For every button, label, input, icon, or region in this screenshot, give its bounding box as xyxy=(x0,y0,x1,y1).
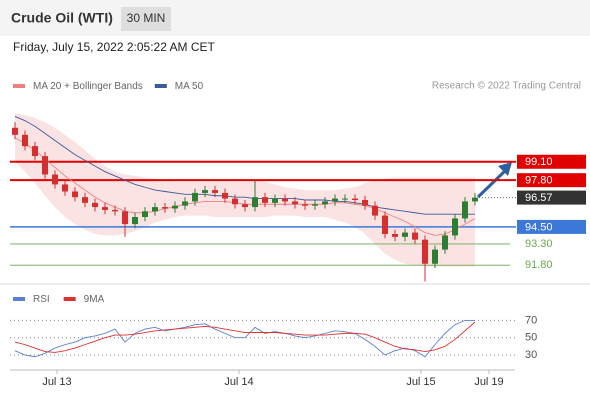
credit: Research © 2022 Trading Central xyxy=(432,81,581,92)
candle-body xyxy=(132,217,138,225)
candle-body xyxy=(402,232,408,237)
candle-body xyxy=(262,197,268,203)
level-label: 94.50 xyxy=(525,221,553,233)
forecast-arrowhead xyxy=(498,162,512,176)
candle-body xyxy=(182,201,188,206)
candle-body xyxy=(12,127,18,135)
level-label-box xyxy=(517,173,586,188)
level-label: 99.10 xyxy=(525,156,553,168)
candle-body xyxy=(342,198,348,200)
level-label: 91.80 xyxy=(525,259,553,271)
y-tick-label: 50 xyxy=(525,332,537,344)
timeframe-box xyxy=(121,7,171,31)
candle-body xyxy=(22,134,28,147)
candle-body xyxy=(272,198,278,203)
candle-body xyxy=(452,218,458,236)
legend-swatch xyxy=(154,84,167,88)
candle-body xyxy=(392,234,398,237)
series-line xyxy=(14,321,476,353)
candle-body xyxy=(362,200,368,206)
legend-label: MA 20 + Bollinger Bands xyxy=(33,81,143,92)
timestamp: Friday, July 15, 2022 2:05:22 AM CET xyxy=(13,40,216,54)
candle-body xyxy=(282,198,288,202)
candle-body xyxy=(322,201,328,205)
candle-body xyxy=(442,235,448,250)
timeframe: 30 MIN xyxy=(127,11,166,25)
candle-body xyxy=(472,197,478,202)
candle-body xyxy=(52,174,58,185)
candle-body xyxy=(432,249,438,264)
level-label-box xyxy=(517,190,586,205)
candle-body xyxy=(292,201,298,205)
candle-body xyxy=(72,191,78,198)
x-tick-label: Jul 19 xyxy=(474,376,503,388)
level-label-box xyxy=(517,219,586,234)
candle-body xyxy=(162,207,168,209)
candle-body xyxy=(222,192,228,199)
candle-body xyxy=(92,202,98,208)
x-tick-label: Jul 15 xyxy=(406,376,435,388)
candle-body xyxy=(152,207,158,212)
header-bar xyxy=(0,0,590,36)
candle-body xyxy=(112,209,118,212)
candle-body xyxy=(172,205,178,209)
candle-body xyxy=(62,184,68,192)
y-tick-label: 70 xyxy=(525,314,537,326)
legend-swatch xyxy=(63,297,76,301)
candle-body xyxy=(82,197,88,203)
legend-label: MA 50 xyxy=(175,81,204,92)
series-line xyxy=(14,319,475,358)
candle-body xyxy=(422,239,428,264)
candle-body xyxy=(382,215,388,234)
candle-body xyxy=(332,198,338,202)
candle-body xyxy=(32,146,38,157)
candle-body xyxy=(102,207,108,210)
forecast-arrow xyxy=(476,168,508,199)
candle-body xyxy=(352,198,358,200)
bollinger-band xyxy=(15,113,475,267)
level-label: 96.57 xyxy=(525,192,553,204)
legend-label: RSI xyxy=(33,294,50,305)
x-tick-label: Jul 13 xyxy=(42,376,71,388)
moving-average xyxy=(14,116,475,215)
level-label-box xyxy=(517,154,586,169)
candle-body xyxy=(232,198,238,205)
candle-body xyxy=(302,204,308,206)
candle-body xyxy=(192,192,198,202)
level-label: 93.30 xyxy=(525,238,553,250)
x-tick-label: Jul 14 xyxy=(224,376,253,388)
candle-body xyxy=(42,156,48,175)
candle-body xyxy=(122,211,128,225)
legend-swatch xyxy=(13,297,25,301)
candle-body xyxy=(312,204,318,206)
candle-body xyxy=(142,211,148,217)
y-tick-label: 30 xyxy=(525,349,537,361)
legend-label: 9MA xyxy=(84,294,105,305)
candle-body xyxy=(252,197,258,208)
legend-swatch xyxy=(13,84,25,88)
candle-body xyxy=(372,205,378,216)
candle-body xyxy=(212,190,218,193)
candle-body xyxy=(412,232,418,240)
level-label: 97.80 xyxy=(525,175,553,187)
candle-body xyxy=(242,204,248,208)
title: Crude Oil (WTI) xyxy=(11,10,113,26)
candle-body xyxy=(202,190,208,193)
candle-body xyxy=(462,201,468,219)
